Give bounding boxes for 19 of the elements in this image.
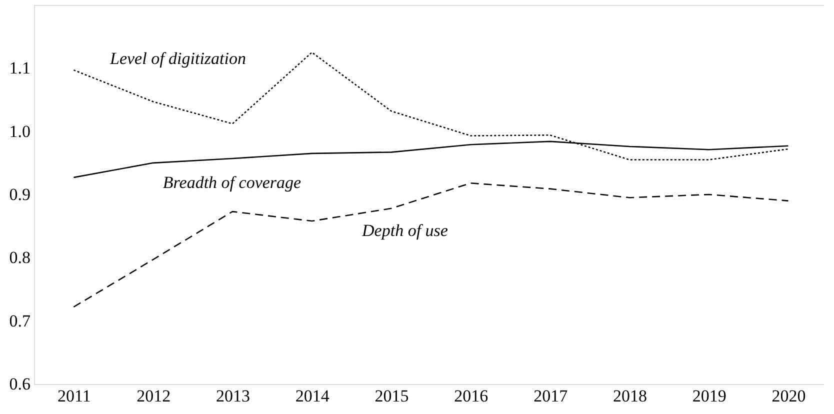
y-tick-label: 0.6 bbox=[9, 374, 30, 394]
y-tick-label: 1.0 bbox=[9, 122, 30, 141]
x-tick-label: 2013 bbox=[216, 386, 250, 406]
y-tick-label: 0.7 bbox=[9, 311, 31, 330]
y-tick-label: 0.8 bbox=[9, 248, 30, 268]
x-tick-label: 2014 bbox=[295, 386, 330, 406]
x-tick-label: 2020 bbox=[772, 386, 806, 406]
x-tick-label: 2015 bbox=[374, 386, 409, 406]
y-tick-label: 1.1 bbox=[9, 58, 30, 78]
annotation: Level of digitization bbox=[109, 49, 246, 68]
x-tick-label: 2012 bbox=[136, 386, 171, 406]
y-tick-label: 0.9 bbox=[9, 185, 30, 204]
annotation: Breadth of coverage bbox=[162, 173, 302, 192]
x-tick-label: 2011 bbox=[58, 386, 91, 406]
x-tick-label: 2018 bbox=[612, 386, 647, 406]
x-tick-label: 2016 bbox=[454, 386, 488, 406]
annotation: Depth of use bbox=[361, 221, 448, 240]
x-tick-label: 2017 bbox=[534, 386, 568, 406]
x-tick-label: 2019 bbox=[692, 386, 726, 406]
